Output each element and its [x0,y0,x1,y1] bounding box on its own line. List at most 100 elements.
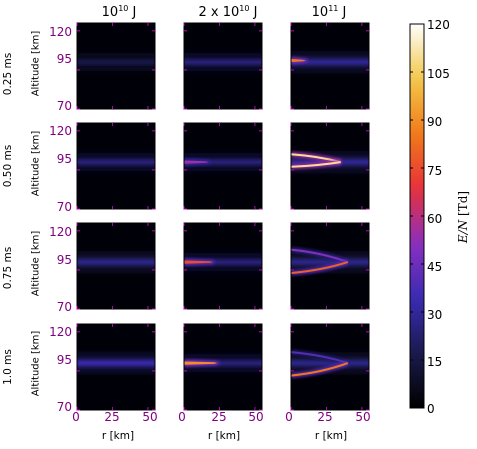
y-axis-label-2: Altitude [km] [30,130,42,197]
column-exponent: 11 [328,4,339,13]
panel-frame [183,22,263,110]
column-title-1: 1010 J [74,4,164,20]
emission-layer [291,259,369,266]
emission-arc [291,248,349,264]
heatmap-panel [184,53,262,72]
heatmap-panel [77,253,155,272]
y-axis-label-3: Altitude [km] [30,230,42,297]
y-axis-label-4: Altitude [km] [30,330,42,397]
column-unit: J [253,5,258,20]
heatmap-panel [77,354,155,373]
colorbar-tick-label: 15 [427,355,443,369]
hotspot-core [184,160,209,164]
column-unit: J [132,5,137,20]
emission-layer [184,360,262,367]
y-tick-label: 120 [49,225,72,239]
heatmap-panel [291,349,369,379]
colorbar-label: E/N [Td] [456,162,470,272]
column-base: 10 [222,5,240,20]
x-tick-label: 50 [142,410,158,424]
x-axis-label-3: r [km] [314,430,348,442]
row-title-1: 0.25 ms [2,52,14,96]
x-axis-label-2: r [km] [207,430,241,442]
heatmap-panel [184,354,262,373]
x-tick-label: 25 [317,410,333,424]
emission-layer [77,259,155,266]
column-exponent: 10 [239,4,250,13]
emission-layer [291,59,369,66]
panel-frame [183,122,263,210]
y-tick-label: 70 [56,200,72,214]
colorbar-tick-label: 45 [427,260,443,274]
x-tick-label: 0 [285,410,293,424]
colorbar-tick-label: 0 [427,402,435,416]
y-tick-label: 70 [56,99,72,113]
heatmap-panel [291,247,369,276]
panel-frame [76,22,156,110]
hotspot-core [184,361,217,365]
colorbar-tick-label: 105 [427,67,450,81]
y-axis-label-1: Altitude [km] [30,30,42,97]
x-tick-label: 0 [178,410,186,424]
emission-layer [184,259,262,266]
column-title-2: 2 x 1010 J [178,4,278,20]
column-unit: J [342,5,347,20]
column-title-3: 1011 J [284,4,374,20]
heatmap-panel [291,53,369,72]
heatmap-panel [184,153,262,172]
emission-layer [184,159,262,166]
emission-layer [291,360,369,367]
heatmap-panel [291,151,369,172]
emission-layer [77,59,155,66]
panel-frame [290,22,370,110]
emission-layer [77,159,155,166]
emission-arc [291,261,349,275]
heatmap-panel [77,153,155,172]
panel-frame [183,323,263,411]
x-tick-label: 25 [104,410,120,424]
colorbar-label-variable: E/N [456,219,470,244]
hotspot-core [184,260,213,264]
row-title-2: 0.50 ms [2,144,14,188]
emission-arc [291,351,349,365]
panel-frame [290,323,370,411]
colorbar-tick-label: 75 [427,164,443,178]
y-tick-label: 95 [56,253,72,267]
x-tick-label: 25 [211,410,227,424]
emission-layer [184,59,262,66]
heatmap-panel [77,53,155,72]
panel-frame [183,222,263,310]
row-title-3: 0.75 ms [2,246,14,290]
colorbar-tick-label: 30 [427,308,443,322]
y-tick-label: 120 [49,124,72,138]
column-base: 10 [311,5,329,20]
emission-arc [291,362,349,377]
y-tick-label: 95 [56,353,72,367]
panel-frame [76,122,156,210]
x-axis-label-1: r [km] [101,430,135,442]
heatmap-panel [184,253,262,272]
y-tick-label: 95 [56,52,72,66]
emission-arc [291,161,341,168]
column-mantissa: 2 x [198,5,223,20]
colorbar-tick-label: 60 [427,212,443,226]
x-tick-label: 50 [355,410,371,424]
y-tick-label: 70 [56,300,72,314]
colorbar-tick-label: 120 [427,18,450,32]
x-tick-label: 50 [248,410,264,424]
y-tick-label: 120 [49,25,72,39]
x-tick-label: 0 [72,410,80,424]
panel-frame [290,222,370,310]
hotspot-core [291,58,306,63]
column-exponent: 10 [118,4,129,13]
y-tick-label: 95 [56,152,72,166]
y-tick-label: 70 [56,400,72,414]
colorbar-tick-label: 90 [427,115,443,129]
panel-frame [290,122,370,210]
emission-layer [77,360,155,367]
column-base: 10 [101,5,119,20]
y-tick-label: 120 [49,325,72,339]
panel-frame [76,323,156,411]
